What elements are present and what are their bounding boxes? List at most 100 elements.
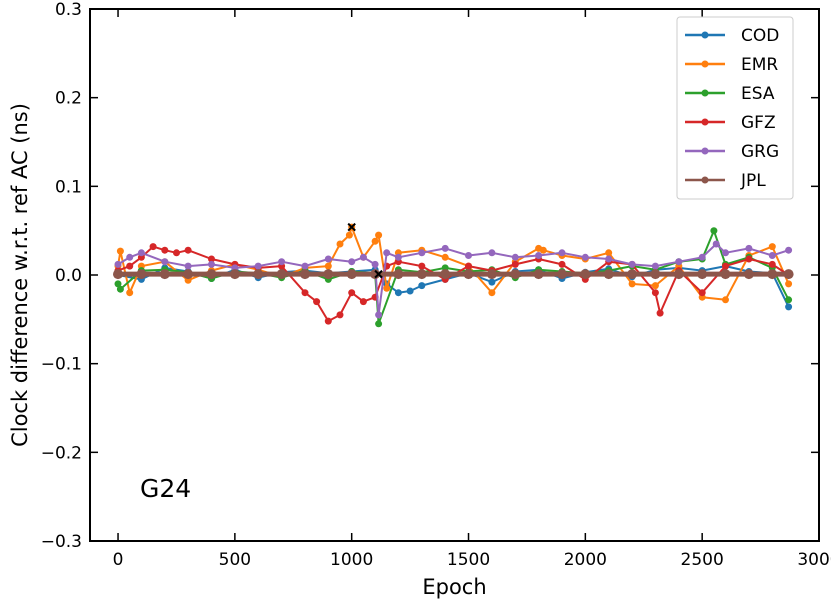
data-point-grg: [698, 253, 706, 261]
data-point-jpl: [743, 269, 754, 280]
data-point-jpl: [650, 269, 661, 280]
data-point-emr: [539, 246, 547, 254]
legend: COD EMR ESA GFZ GRG JPL: [676, 16, 794, 200]
data-point-gfz: [359, 298, 367, 306]
data-point-jpl: [393, 269, 404, 280]
data-point-emr: [441, 253, 449, 261]
data-point-gfz: [768, 260, 776, 268]
data-point-grg: [359, 253, 367, 261]
data-point-grg: [278, 258, 286, 266]
data-point-grg: [383, 249, 391, 257]
data-point-esa: [375, 320, 383, 328]
legend-label: GRG: [741, 142, 779, 162]
data-point-emr: [768, 243, 776, 251]
x-tick-label: 2000: [564, 550, 607, 570]
data-point-grg: [371, 260, 379, 268]
data-point-jpl: [463, 269, 474, 280]
data-point-grg: [488, 249, 496, 257]
y-tick-label: 0.1: [55, 177, 82, 197]
data-point-gfz: [184, 246, 192, 254]
x-tick-label: 1500: [447, 550, 490, 570]
data-point-grg: [581, 253, 589, 261]
legend-item-emr: EMR: [685, 55, 778, 75]
y-tick-label: −0.3: [41, 532, 82, 552]
x-tick-label: 1000: [330, 550, 373, 570]
data-point-grg: [126, 253, 134, 261]
data-point-grg: [712, 240, 720, 248]
data-point-emr: [605, 249, 613, 257]
legend-label: COD: [741, 26, 779, 46]
data-point-grg: [114, 260, 122, 268]
data-point-jpl: [486, 269, 497, 280]
y-tick-label: 0.2: [55, 89, 82, 109]
legend-label: JPL: [740, 171, 766, 191]
data-point-grg: [768, 252, 776, 259]
data-point-grg: [254, 262, 262, 270]
data-layer: [113, 223, 794, 328]
data-point-gfz: [511, 260, 519, 268]
series-emr: [114, 223, 793, 304]
data-point-gfz: [722, 262, 729, 270]
legend-label: ESA: [741, 84, 775, 104]
data-point-jpl: [627, 269, 638, 280]
data-point-grg: [137, 249, 145, 257]
panel-label: G24: [140, 474, 191, 503]
x-tick-label: 500: [219, 550, 251, 570]
data-point-emr: [785, 280, 793, 288]
data-point-esa: [785, 296, 793, 304]
data-point-jpl: [183, 269, 194, 280]
x-tick-label: 3000: [797, 550, 831, 570]
data-point-grg: [628, 260, 636, 268]
legend-item-jpl: JPL: [685, 171, 766, 191]
x-tick-label: 2500: [681, 550, 724, 570]
data-point-grg: [558, 249, 566, 257]
marker-layer: [347, 222, 383, 279]
data-point-emr: [126, 289, 134, 297]
series-jpl: [113, 269, 794, 280]
data-point-emr: [116, 247, 124, 255]
data-point-gfz: [465, 262, 472, 270]
data-point-esa: [114, 280, 122, 288]
tick-layer: 0 500 1000 1500 2000 2500 3000 −0.3 −0.2 −0.1 0.0 0…: [41, 0, 831, 570]
data-point-grg: [208, 260, 215, 268]
data-point-esa: [116, 285, 124, 293]
data-point-gfz: [651, 289, 659, 297]
data-point-emr: [371, 237, 379, 245]
legend-swatch-marker: [701, 176, 709, 184]
legend-swatch-marker: [701, 147, 709, 155]
data-point-grg: [394, 253, 402, 261]
legend-swatch-marker: [701, 60, 709, 68]
data-point-gfz: [161, 246, 169, 254]
data-point-grg: [605, 255, 613, 263]
data-point-esa: [710, 227, 718, 235]
x-axis-title: Epoch: [422, 575, 486, 599]
data-point-jpl: [783, 269, 794, 280]
y-tick-label: −0.1: [41, 355, 82, 375]
data-point-grg: [465, 252, 472, 259]
data-point-jpl: [603, 269, 614, 280]
data-point-jpl: [253, 269, 264, 280]
data-point-gfz: [418, 262, 426, 270]
data-point-grg: [441, 244, 449, 252]
data-point-jpl: [697, 269, 708, 280]
data-point-jpl: [323, 269, 334, 280]
legend-item-esa: ESA: [685, 84, 775, 104]
data-point-gfz: [173, 249, 180, 257]
data-point-gfz: [126, 262, 134, 270]
data-point-gfz: [208, 255, 215, 263]
legend-swatch-marker: [701, 31, 709, 39]
data-point-gfz: [301, 289, 309, 297]
data-point-emr: [651, 282, 659, 290]
data-point-jpl: [767, 269, 778, 280]
series-grg: [114, 240, 793, 319]
data-point-jpl: [229, 269, 240, 280]
legend-label: EMR: [741, 55, 778, 75]
data-point-grg: [301, 262, 309, 270]
data-point-gfz: [558, 260, 566, 268]
data-point-grg: [675, 258, 683, 266]
data-point-grg: [785, 246, 793, 254]
legend-item-cod: COD: [685, 26, 779, 46]
data-point-jpl: [673, 269, 684, 280]
